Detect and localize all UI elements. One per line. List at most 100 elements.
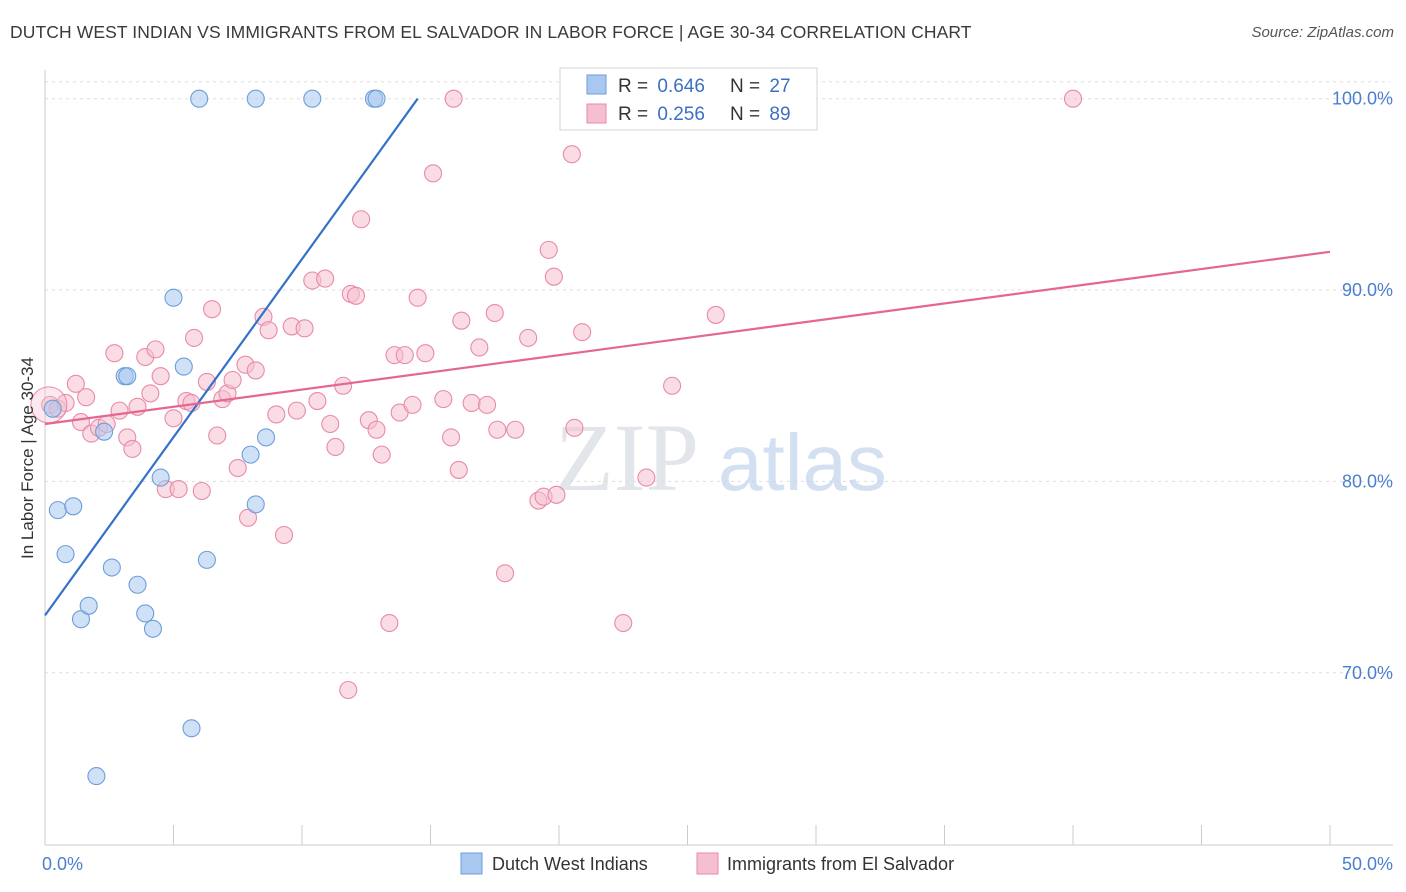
el-salvador-point <box>495 564 515 583</box>
el-salvador-point <box>403 395 422 414</box>
legend-r-value-blue: 0.646 <box>657 76 705 97</box>
el-salvador-point <box>339 680 358 700</box>
legend-r-label-pink: R = <box>618 104 653 125</box>
dutch-west-indian-point <box>43 399 62 418</box>
el-salvador-point <box>470 338 489 357</box>
el-salvador-point <box>146 340 165 359</box>
el-salvador-point <box>519 328 538 347</box>
y-tick-label: 80.0% <box>1342 471 1393 491</box>
el-salvador-point <box>326 437 345 457</box>
el-salvador-point <box>395 346 414 365</box>
trend-line-dutch-west-indians <box>44 98 419 617</box>
svg-text:R = 0.646: R = 0.646 <box>618 76 705 97</box>
el-salvador-point <box>185 328 204 347</box>
dutch-west-indian-point <box>71 610 91 629</box>
x-tick-label: 0.0% <box>42 854 83 874</box>
dutch-west-indian-point <box>48 501 67 520</box>
legend-n-value-pink: 89 <box>769 104 790 125</box>
y-tick-label: 70.0% <box>1342 663 1393 683</box>
el-salvador-point <box>192 481 211 501</box>
dutch-west-indian-point <box>303 89 322 108</box>
el-salvador-point <box>488 420 507 439</box>
el-salvador-point <box>452 311 471 330</box>
trend-line-el-salvador <box>44 250 1331 426</box>
el-salvador-point <box>449 460 468 479</box>
dutch-west-indian-point <box>367 89 386 108</box>
legend-swatch-pink <box>586 103 607 124</box>
dutch-west-indian-point <box>256 428 276 447</box>
el-salvador-point <box>637 468 656 487</box>
el-salvador-point <box>259 321 278 340</box>
el-salvador-point <box>663 376 682 395</box>
el-salvador-point <box>267 405 286 424</box>
el-salvador-point <box>442 428 461 447</box>
el-salvador-point <box>565 418 584 437</box>
grid-lines <box>45 81 1390 674</box>
chart-source: Source: ZipAtlas.com <box>1251 24 1394 41</box>
dutch-west-indian-point <box>246 89 265 108</box>
el-salvador-point <box>208 426 227 445</box>
el-salvador-point <box>77 388 96 407</box>
legend: R = 0.646 N = 27 R = 0.256 N = 89 <box>559 67 818 131</box>
dutch-west-indian-point <box>182 719 201 738</box>
dutch-west-indian-point <box>143 619 162 638</box>
series-dutch-west-indians <box>43 89 386 786</box>
el-salvador-point <box>287 401 306 420</box>
el-salvador-point <box>547 485 566 504</box>
y-axis-label: In Labor Force | Age 30-34 <box>18 357 37 559</box>
legend-swatch-blue <box>586 74 607 95</box>
el-salvador-point <box>706 305 725 324</box>
dutch-west-indian-point <box>56 545 75 564</box>
el-salvador-point <box>562 145 581 164</box>
dutch-west-indian-point <box>102 558 121 577</box>
el-salvador-point <box>274 525 294 545</box>
svg-text:N = 27: N = 27 <box>730 76 791 97</box>
axes <box>44 70 1393 846</box>
el-salvador-point <box>372 445 391 464</box>
legend-r-label-blue: R = <box>618 76 653 97</box>
el-salvador-point <box>238 508 258 527</box>
svg-text:N = 89: N = 89 <box>730 104 791 125</box>
legend-n-label-pink: N = <box>730 104 765 125</box>
el-salvador-point <box>485 303 504 323</box>
dutch-west-indian-point <box>118 367 137 386</box>
watermark-atlas: atlas <box>718 418 887 507</box>
el-salvador-point <box>169 480 188 499</box>
legend-n-label-blue: N = <box>730 76 765 97</box>
el-salvador-point <box>295 319 314 338</box>
bottom-legend-swatch-pink <box>696 852 719 875</box>
el-salvador-point <box>614 613 633 633</box>
bottom-legend: Dutch West Indians Immigrants from El Sa… <box>460 852 954 875</box>
svg-text:R = 0.256: R = 0.256 <box>618 104 705 125</box>
el-salvador-point <box>477 395 497 414</box>
el-salvador-point <box>416 344 435 363</box>
dutch-west-indian-point <box>95 422 114 441</box>
y-tick-label: 100.0% <box>1332 89 1393 109</box>
el-salvador-point <box>203 300 222 319</box>
bottom-legend-swatch-blue <box>460 852 483 875</box>
el-salvador-point <box>164 409 183 428</box>
bottom-legend-label-blue: Dutch West Indians <box>492 854 648 874</box>
el-salvador-point <box>123 439 142 458</box>
el-salvador-point <box>151 367 170 386</box>
y-tick-labels: 100.0% 90.0% 80.0% 70.0% <box>1332 89 1393 683</box>
el-salvador-point <box>223 370 242 390</box>
el-salvador-point <box>308 391 327 411</box>
dutch-west-indian-point <box>174 357 193 376</box>
el-salvador-point <box>506 420 525 439</box>
dutch-west-indian-point <box>136 604 155 623</box>
el-salvador-point <box>424 164 443 183</box>
dutch-west-indian-point <box>197 550 216 569</box>
el-salvador-point <box>544 267 563 286</box>
dutch-west-indian-point <box>164 288 183 307</box>
dutch-west-indian-point <box>64 497 83 516</box>
el-salvador-point <box>110 401 129 420</box>
legend-r-value-pink: 0.256 <box>657 104 705 125</box>
el-salvador-point <box>1063 89 1083 108</box>
el-salvador-point <box>380 613 399 633</box>
dutch-west-indian-point <box>128 575 147 594</box>
dutch-west-indian-point <box>87 767 106 786</box>
chart-title: DUTCH WEST INDIAN VS IMMIGRANTS FROM EL … <box>10 22 972 42</box>
dutch-west-indian-point <box>151 468 170 487</box>
